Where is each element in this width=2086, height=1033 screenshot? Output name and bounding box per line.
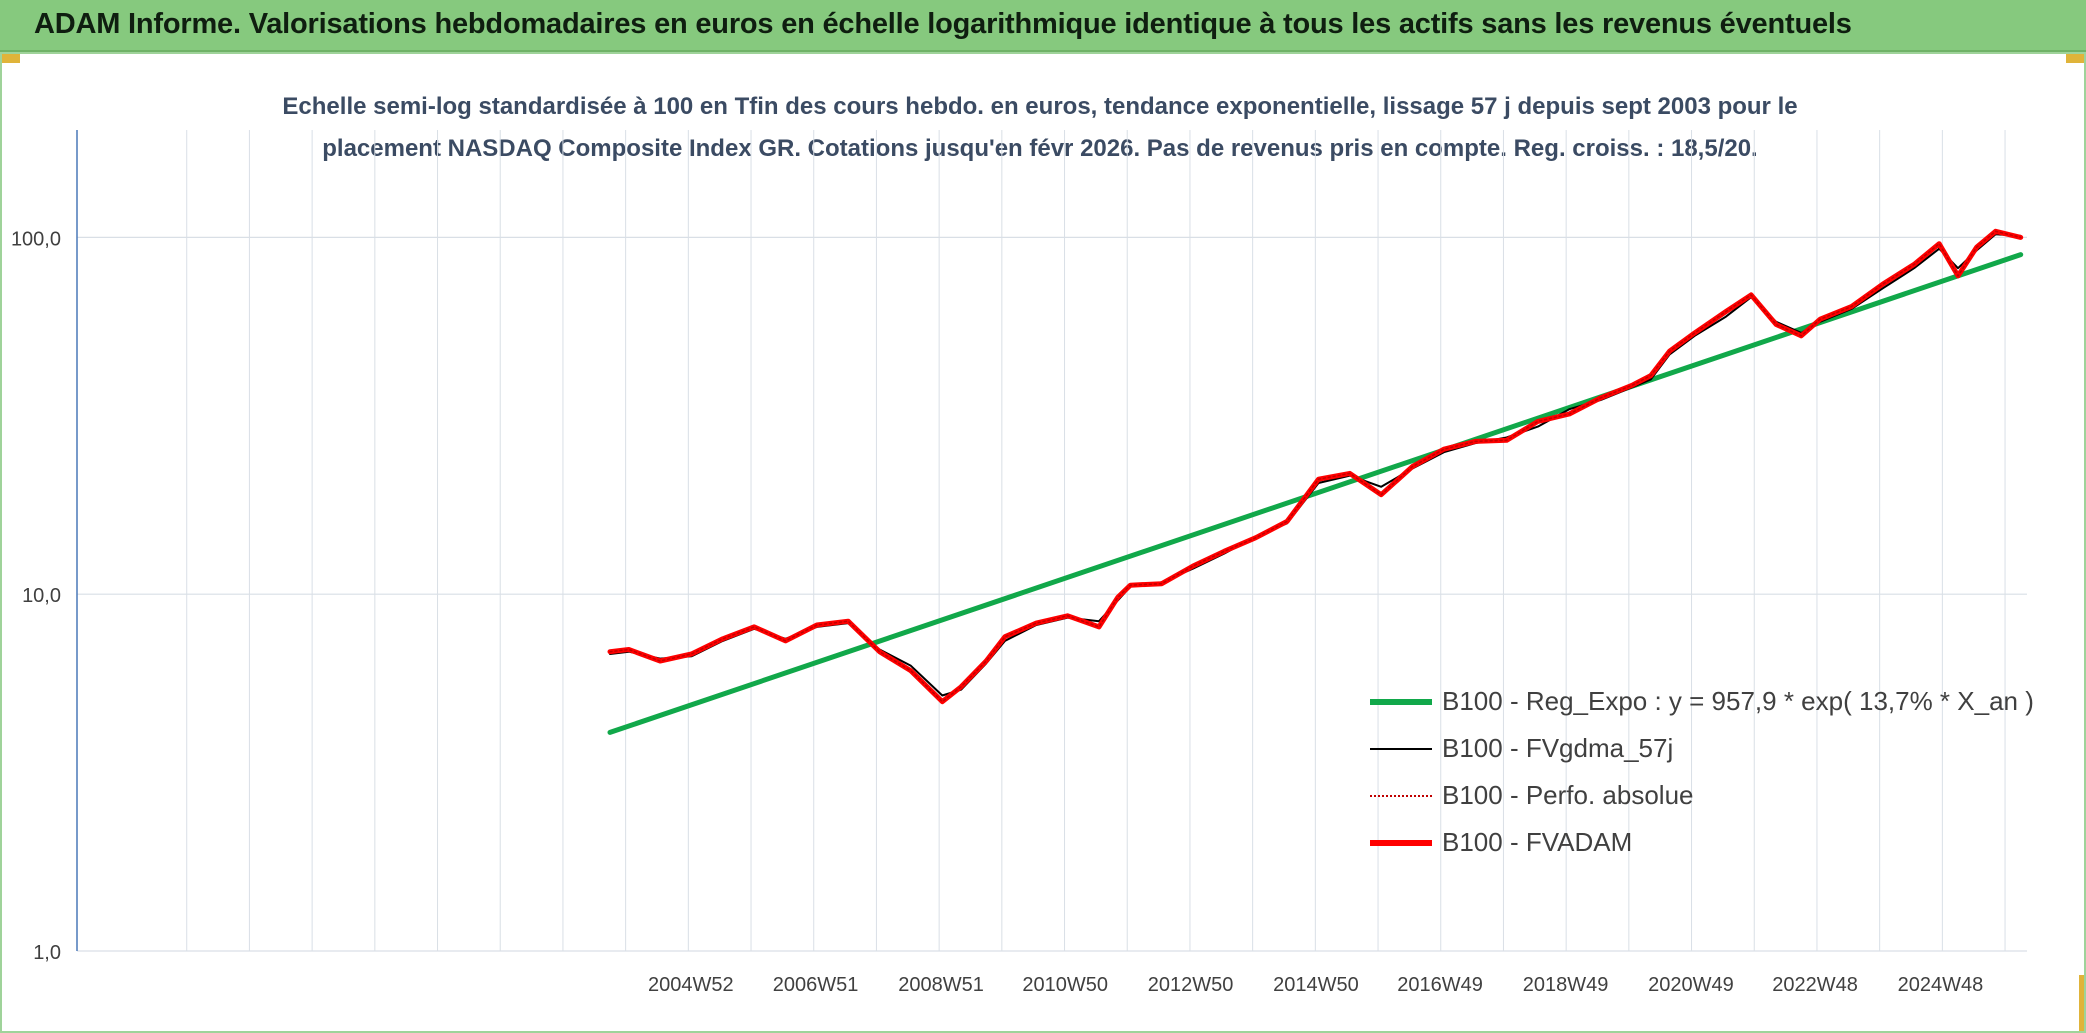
legend-swatch-moving-average xyxy=(1370,747,1432,750)
legend-label-moving-average: B100 - FVgdma_57j xyxy=(1442,733,1674,763)
legend-label-absolute-performance: B100 - Perfo. absolue xyxy=(1442,780,1694,810)
report-title: ADAM Informe. Valorisations hebdomadaire… xyxy=(34,8,1852,40)
corner-marker-left xyxy=(0,52,20,63)
x-tick-label: 2008W51 xyxy=(898,974,984,996)
legend-swatch-fvadam xyxy=(1370,839,1432,846)
tick-labels: 1,0 10,0 100,0 2004W52 2006W51 2008W51 2010W50… xyxy=(11,228,1983,996)
chart-grid xyxy=(77,130,2027,952)
series-line-trend xyxy=(607,252,2024,735)
legend-swatch-trend xyxy=(1370,698,1432,705)
right-edge-marker xyxy=(2079,975,2084,1033)
chart-title-line-1: Echelle semi-log standardisée à 100 en T… xyxy=(282,93,1798,120)
report-banner: ADAM Informe. Valorisations hebdomadaire… xyxy=(0,0,2086,52)
x-tick-label: 2022W48 xyxy=(1772,974,1858,996)
legend-item-absolute-performance: B100 - Perfo. absolue xyxy=(1370,772,2034,819)
x-tick-label: 2004W52 xyxy=(648,974,734,996)
legend-item-trend: B100 - Reg_Expo : y = 957,9 * exp( 13,7%… xyxy=(1370,678,2034,725)
legend-swatch-absolute-performance xyxy=(1370,794,1432,797)
legend-item-moving-average: B100 - FVgdma_57j xyxy=(1370,725,2034,772)
y-tick-label: 100,0 xyxy=(11,228,61,250)
x-tick-label: 2016W49 xyxy=(1397,974,1483,996)
y-tick-label: 10,0 xyxy=(22,585,61,607)
x-tick-label: 2018W49 xyxy=(1523,974,1609,996)
y-tick-label: 1,0 xyxy=(33,942,61,964)
legend-label-trend: B100 - Reg_Expo : y = 957,9 * exp( 13,7%… xyxy=(1442,686,2034,716)
x-tick-label: 2006W51 xyxy=(773,974,859,996)
x-tick-label: 2020W49 xyxy=(1648,974,1734,996)
legend-item-fvadam: B100 - FVADAM xyxy=(1370,819,2034,866)
x-tick-label: 2014W50 xyxy=(1273,974,1359,996)
chart-legend: B100 - Reg_Expo : y = 957,9 * exp( 13,7%… xyxy=(1370,678,2034,866)
chart-title-line-2: placement NASDAQ Composite Index GR. Cot… xyxy=(322,135,1758,162)
x-tick-label: 2010W50 xyxy=(1022,974,1108,996)
legend-label-fvadam: B100 - FVADAM xyxy=(1442,827,1633,857)
corner-marker-right xyxy=(2066,52,2086,63)
chart-title: Echelle semi-log standardisée à 100 en T… xyxy=(170,86,1910,170)
series-line-absolute-performance xyxy=(609,230,2022,703)
x-tick-label: 2012W50 xyxy=(1148,974,1234,996)
series-layer xyxy=(607,228,2024,735)
x-tick-label: 2024W48 xyxy=(1898,974,1984,996)
